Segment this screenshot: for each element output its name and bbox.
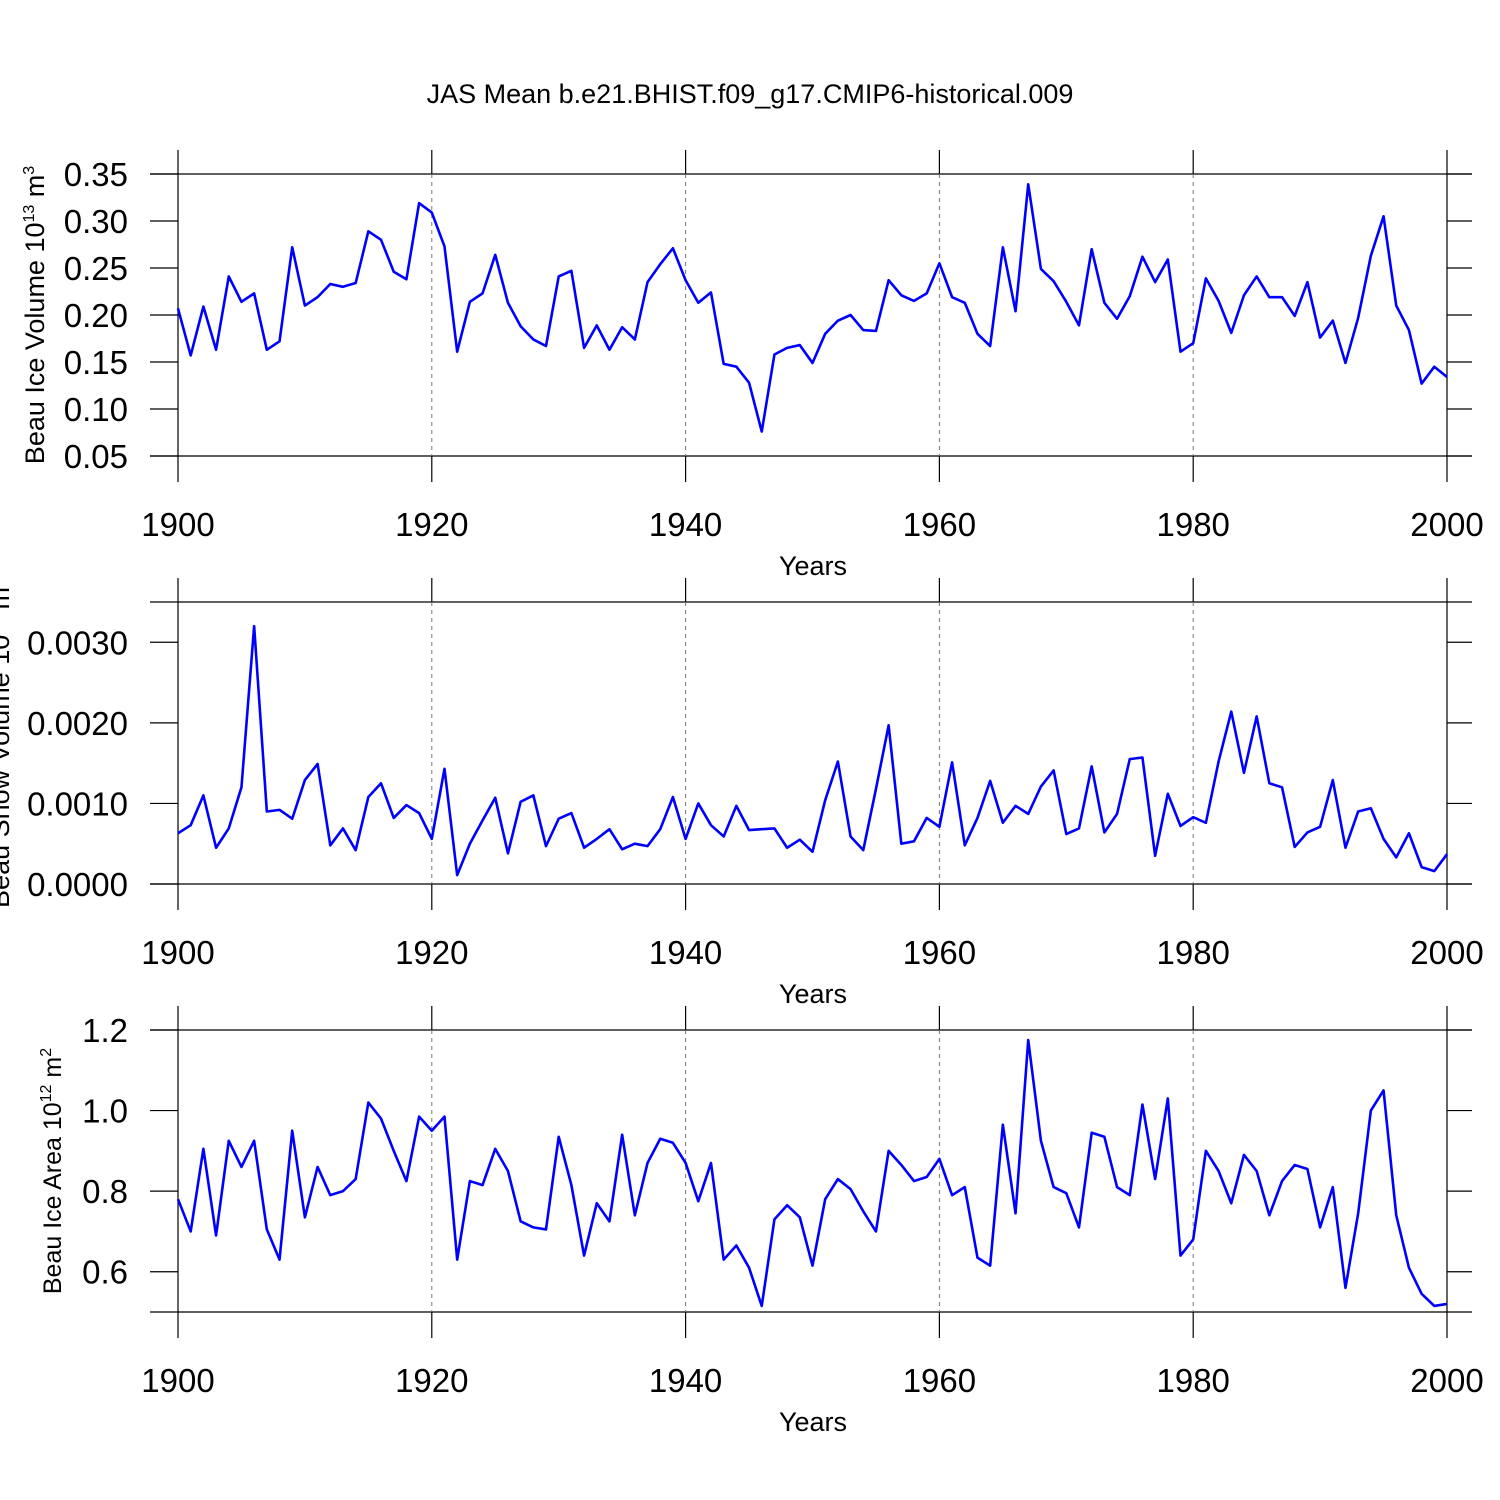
x-axis-label: Years: [779, 979, 847, 1009]
y-tick-label: 0.20: [64, 297, 128, 334]
y-tick-label: 1.0: [82, 1093, 128, 1130]
y-axis-label-superscript: 3: [0, 578, 3, 587]
y-tick-label: 0.15: [64, 344, 128, 381]
y-tick-label: 0.8: [82, 1173, 128, 1210]
y-axis-label-text: Beau Snow Volume 10: [0, 635, 15, 908]
y-axis-label-superscript: 12: [38, 1084, 55, 1102]
y-axis-label-superscript: 2: [38, 1048, 55, 1057]
x-tick-label: 2000: [1410, 934, 1483, 971]
x-tick-label: 2000: [1410, 1362, 1483, 1399]
y-axis-label-superscript: 13: [21, 205, 38, 223]
chart-title: JAS Mean b.e21.BHIST.f09_g17.CMIP6-histo…: [427, 79, 1074, 109]
x-axis-label: Years: [779, 551, 847, 581]
y-axis-label: Beau Snow Volume 1013 m3: [0, 578, 15, 908]
x-tick-label: 1940: [649, 934, 722, 971]
y-axis-label-superscript: 13: [0, 617, 3, 635]
y-tick-label: 0.6: [82, 1254, 128, 1291]
y-tick-label: 0.35: [64, 156, 128, 193]
data-line: [177, 624, 1449, 877]
x-tick-label: 1920: [395, 1362, 468, 1399]
y-axis-label-text: m: [39, 1057, 67, 1085]
x-tick-label: 2000: [1410, 506, 1483, 543]
x-tick-label: 1960: [903, 1362, 976, 1399]
x-tick-label: 1920: [395, 506, 468, 543]
y-tick-label: 0.10: [64, 391, 128, 428]
x-axis-label: Years: [779, 1407, 847, 1437]
x-tick-label: 1940: [649, 1362, 722, 1399]
y-axis-label-text: m: [0, 587, 15, 617]
x-tick-label: 1900: [141, 1362, 214, 1399]
x-tick-label: 1900: [141, 934, 214, 971]
x-tick-label: 1980: [1156, 506, 1229, 543]
y-tick-label: 0.30: [64, 203, 128, 240]
y-tick-label: 1.2: [82, 1012, 128, 1049]
y-axis-label-text: Beau Ice Volume 10: [20, 223, 50, 465]
x-tick-label: 1920: [395, 934, 468, 971]
x-tick-label: 1900: [141, 506, 214, 543]
x-tick-label: 1940: [649, 506, 722, 543]
data-line: [176, 1038, 1448, 1308]
y-axis-label-text: m: [20, 175, 50, 205]
y-tick-label: 0.0000: [27, 866, 128, 903]
x-tick-label: 1960: [903, 934, 976, 971]
y-tick-label: 0.05: [64, 438, 128, 475]
data-line: [176, 183, 1448, 433]
y-axis-label: Beau Ice Volume 1013 m3: [20, 166, 50, 464]
y-axis-label-text: Beau Ice Area 10: [39, 1102, 67, 1294]
y-axis-label-superscript: 3: [21, 166, 38, 175]
x-tick-label: 1980: [1156, 1362, 1229, 1399]
y-axis-label: Beau Ice Area 1012 m2: [38, 1048, 67, 1294]
y-tick-label: 0.25: [64, 250, 128, 287]
x-tick-label: 1960: [903, 506, 976, 543]
y-tick-label: 0.0020: [27, 705, 128, 742]
y-tick-label: 0.0030: [27, 624, 128, 661]
y-tick-label: 0.0010: [27, 785, 128, 822]
x-tick-label: 1980: [1156, 934, 1229, 971]
